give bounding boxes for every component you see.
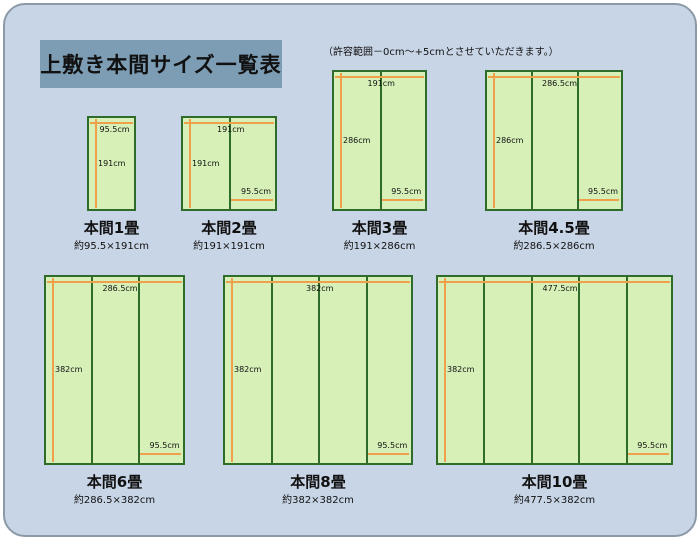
length-arrow xyxy=(231,278,233,462)
width-label: 286.5cm xyxy=(542,79,578,88)
panel-divider xyxy=(530,277,533,463)
width-label: 191cm xyxy=(217,125,245,134)
length-arrow xyxy=(95,119,97,208)
panel-divider xyxy=(318,277,320,463)
length-arrow xyxy=(189,119,191,208)
width-arrow xyxy=(47,281,182,283)
panel-width-label: 95.5cm xyxy=(637,441,668,450)
width-label: 382cm xyxy=(306,284,334,293)
mat-size: 約382×382cm xyxy=(282,495,354,506)
panel-width-label: 95.5cm xyxy=(241,187,272,196)
panel-divider xyxy=(270,277,273,463)
width-arrow xyxy=(335,76,424,78)
mat-size: 約286.5×382cm xyxy=(73,495,156,506)
width-arrow xyxy=(488,76,620,78)
panel-width-label: 95.5cm xyxy=(588,187,619,196)
mat-name: 本間2畳 xyxy=(201,219,257,237)
width-label: 95.5cm xyxy=(99,125,130,134)
panel-divider xyxy=(379,72,382,209)
tatami-mat xyxy=(485,70,623,211)
panel-width-label: 95.5cm xyxy=(149,441,180,450)
panel-width-arrow xyxy=(231,199,273,201)
width-arrow xyxy=(226,281,410,283)
mat-name: 本間10畳 xyxy=(521,473,588,491)
width-arrow xyxy=(184,122,274,124)
mat-name: 本間6畳 xyxy=(86,473,143,491)
mat-name: 本間1畳 xyxy=(83,219,140,237)
panel-divider xyxy=(365,277,368,463)
panel-width-arrow xyxy=(579,199,619,201)
panel-width-label: 95.5cm xyxy=(391,187,422,196)
length-label: 191cm xyxy=(98,158,126,168)
length-arrow xyxy=(340,73,342,208)
panel-divider xyxy=(91,277,93,463)
panel-divider xyxy=(138,277,140,463)
width-arrow xyxy=(90,122,133,124)
mat-size: 約286.5×286cm xyxy=(513,241,595,252)
length-arrow xyxy=(444,278,446,462)
width-label: 286.5cm xyxy=(102,284,138,293)
panel-divider xyxy=(229,118,231,209)
panel-divider xyxy=(578,277,581,463)
width-label: 477.5cm xyxy=(542,284,578,293)
tatami-mat xyxy=(181,116,277,211)
panel-divider xyxy=(531,72,533,209)
tatami-mat xyxy=(332,70,427,211)
mat-size: 約191×191cm xyxy=(193,241,265,252)
length-label: 382cm xyxy=(447,365,475,374)
mat-size: 約477.5×382cm xyxy=(513,495,596,506)
chart-title: 上敷き本間サイズ一覧表 xyxy=(40,40,282,88)
panel-width-arrow xyxy=(627,453,669,455)
mat-name: 本間4.5畳 xyxy=(518,219,590,237)
tatami-mat xyxy=(223,275,413,465)
panel-width-arrow xyxy=(140,453,181,455)
length-arrow xyxy=(52,278,54,462)
panel-width-arrow xyxy=(367,453,409,455)
mat-name: 本間8畳 xyxy=(290,473,346,491)
panel-divider xyxy=(483,277,486,463)
length-label: 382cm xyxy=(234,365,262,374)
width-arrow xyxy=(439,281,670,283)
panel-width-arrow xyxy=(381,199,423,201)
length-label: 286cm xyxy=(496,135,524,145)
length-label: 382cm xyxy=(55,365,83,374)
tatami-mat xyxy=(436,275,673,465)
panel-width-label: 95.5cm xyxy=(377,441,408,450)
width-label: 191cm xyxy=(367,79,395,88)
mat-size: 約95.5×191cm xyxy=(74,241,149,252)
length-label: 191cm xyxy=(192,158,220,168)
mat-name: 本間3畳 xyxy=(351,219,408,237)
mat-size: 約191×286cm xyxy=(343,241,416,252)
length-arrow xyxy=(493,73,495,208)
panel-divider xyxy=(577,72,579,209)
length-label: 286cm xyxy=(343,135,371,145)
tolerance-note: （許容範囲－0cm～+5cmとさせていただきます。） xyxy=(323,47,559,58)
tatami-mat xyxy=(44,275,185,465)
panel-divider xyxy=(625,277,628,463)
